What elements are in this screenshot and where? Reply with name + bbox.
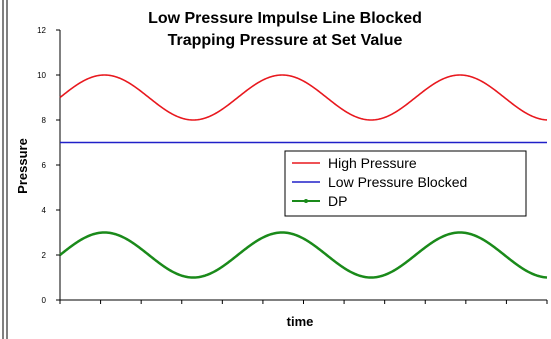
y-tick-label: 12 (37, 26, 46, 35)
x-axis-label: time (287, 314, 314, 329)
chart-title-line2: Trapping Pressure at Set Value (168, 32, 403, 49)
y-axis-label: Pressure (15, 138, 30, 194)
y-axis: 0 2 4 6 8 10 12 (37, 26, 548, 305)
y-tick-label: 2 (42, 251, 47, 260)
series-line-0 (59, 74, 548, 121)
legend-label-2: DP (328, 193, 347, 209)
legend-label-1: Low Pressure Blocked (328, 174, 467, 190)
y-tick-label: 0 (42, 296, 47, 305)
series-line-2 (59, 231, 548, 279)
chart-title-line1: Low Pressure Impulse Line Blocked (148, 10, 422, 27)
plot-area (59, 74, 548, 279)
y-tick-label: 4 (42, 206, 47, 215)
legend: High Pressure Low Pressure Blocked DP (284, 150, 527, 217)
legend-label-0: High Pressure (328, 155, 417, 171)
y-tick-label: 6 (42, 161, 47, 170)
legend-box (284, 150, 527, 217)
y-tick-label: 10 (37, 71, 46, 80)
y-tick-label: 8 (42, 116, 47, 125)
legend-marker-2 (304, 199, 308, 203)
